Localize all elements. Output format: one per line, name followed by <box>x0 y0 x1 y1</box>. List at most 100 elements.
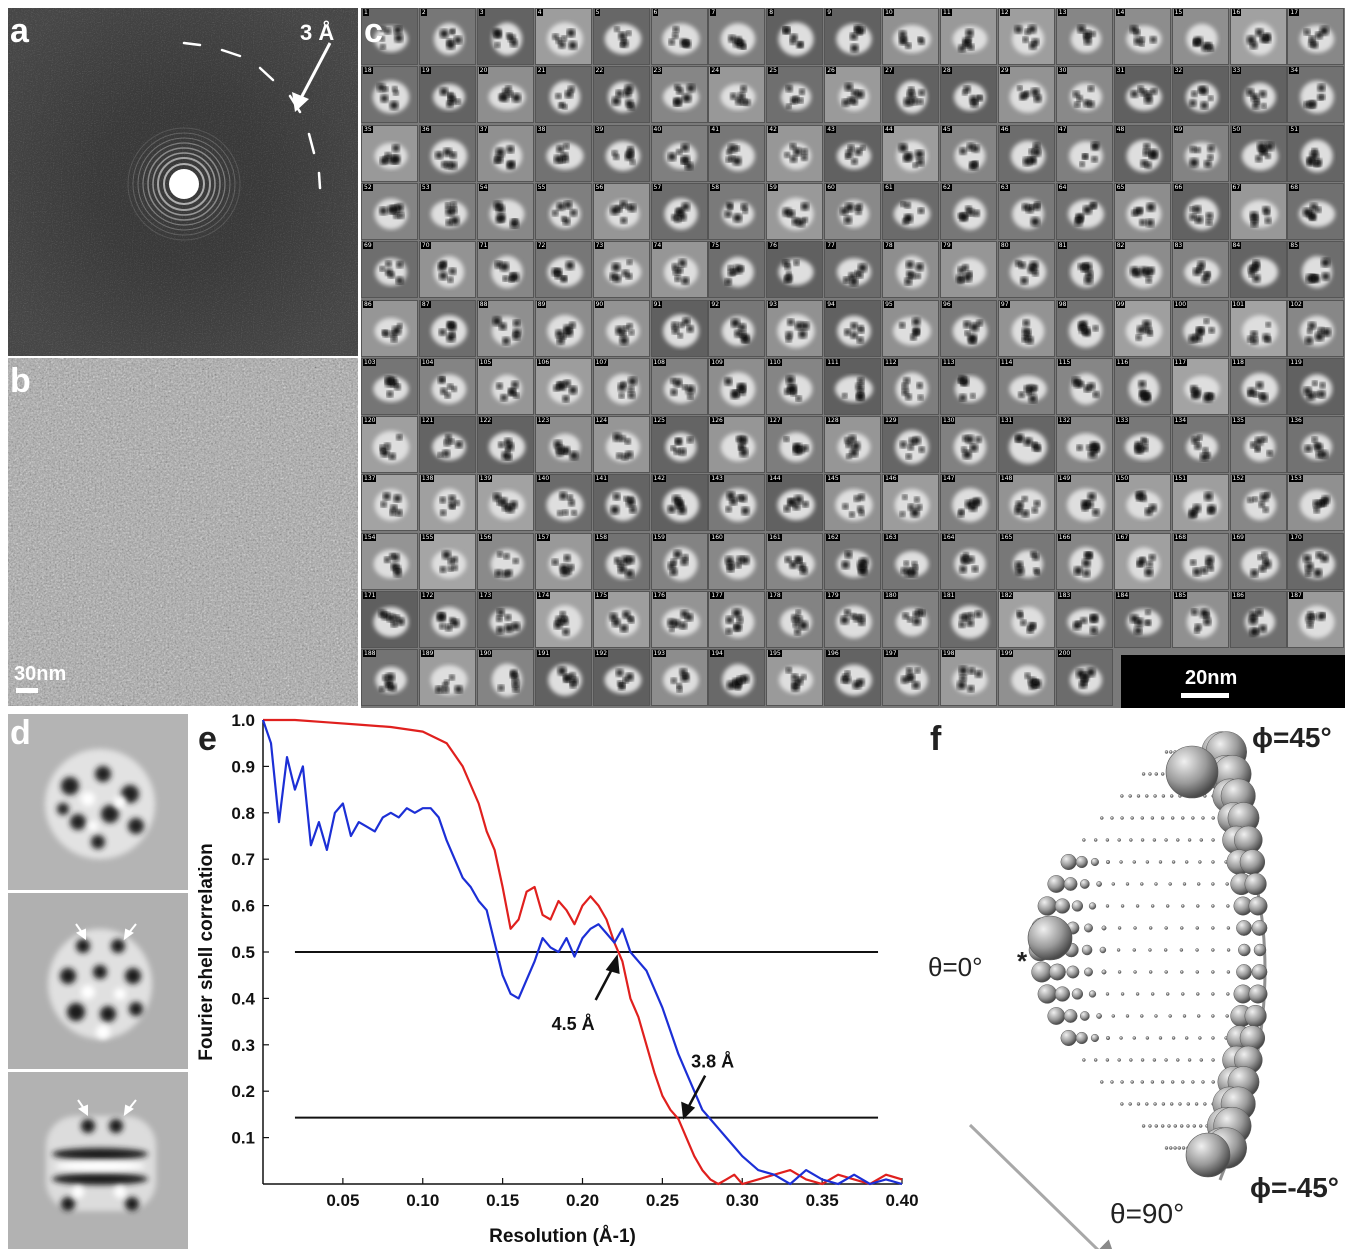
class-average: 44 <box>882 124 940 182</box>
orientation-sphere <box>1120 1080 1124 1084</box>
class-average: 147 <box>940 474 997 532</box>
class-number: 65 <box>1115 183 1126 191</box>
orientation-sphere <box>1187 1058 1192 1062</box>
class-number: 141 <box>594 475 609 483</box>
class-number: 158 <box>594 533 609 541</box>
orientation-sphere <box>1153 794 1157 798</box>
class-number: 55 <box>536 183 547 191</box>
orientation-sphere <box>1154 882 1158 886</box>
class-average: 65 <box>1113 182 1171 240</box>
class-number: 154 <box>363 533 377 541</box>
class-number: 114 <box>999 358 1014 366</box>
class-average: 39 <box>592 124 650 182</box>
class-number: 199 <box>999 650 1014 658</box>
orientation-sphere <box>1047 875 1066 893</box>
orientation-sphere <box>1170 1080 1175 1084</box>
class-number: 12 <box>999 9 1010 16</box>
orientation-sphere <box>1236 920 1252 936</box>
class-number: 51 <box>1289 125 1300 133</box>
orientation-sphere <box>1248 984 1268 1004</box>
class-number: 150 <box>1115 475 1130 483</box>
scalebar-box: 20nm <box>1121 655 1345 708</box>
class-average: 97 <box>997 299 1055 357</box>
class-number: 45 <box>942 125 952 133</box>
class-number: 138 <box>420 475 435 483</box>
class-number: 144 <box>768 475 782 483</box>
class-average: 135 <box>1229 416 1287 474</box>
orientation-sphere <box>1165 992 1170 996</box>
orientation-sphere <box>1047 1007 1066 1025</box>
class-number: 128 <box>826 417 840 425</box>
x-tick-label: 0.20 <box>566 1191 599 1210</box>
class-average: 33 <box>1229 66 1287 124</box>
y-tick-label: 0.6 <box>231 897 255 916</box>
class-number: 134 <box>1173 417 1188 425</box>
annotation-arrowhead <box>605 954 620 974</box>
y-tick-label: 0.5 <box>231 943 255 962</box>
ring-resolution-label: 3 Å <box>300 20 335 45</box>
class-number: 143 <box>710 475 724 483</box>
orientation-sphere <box>1116 948 1121 952</box>
orientation-sphere <box>1084 923 1093 933</box>
class-average: 4 <box>534 8 592 65</box>
orientation-sphere <box>1037 984 1057 1004</box>
orientation-sphere <box>1117 926 1122 930</box>
class-number: 133 <box>1115 417 1130 425</box>
class-average: 163 <box>882 532 940 590</box>
class-average: 60 <box>824 182 882 240</box>
class-number: 20 <box>478 67 489 75</box>
orientation-sphere <box>1060 853 1077 871</box>
orientation-sphere <box>1031 961 1053 983</box>
class-average: 164 <box>940 532 997 590</box>
plot-axes: 0.05 0.10 0.15 0.20 0.25 0.30 0.35 0.40 0.1 0.2 0.… <box>196 711 919 1247</box>
class-number: 29 <box>999 67 1010 75</box>
orientation-sphere <box>1128 794 1132 798</box>
orientation-sphere <box>1132 1036 1137 1040</box>
class-average: 112 <box>882 357 940 415</box>
orientation-sphere <box>1191 1080 1195 1084</box>
class-number: 175 <box>594 592 609 599</box>
y-axis-label: Fourier shell correlation <box>196 843 217 1061</box>
orientation-sphere <box>1192 1124 1197 1128</box>
class-average: 191 <box>534 649 592 707</box>
class-average: 145 <box>824 474 882 532</box>
class-average: 2 <box>418 8 476 65</box>
class-number: 56 <box>594 183 605 191</box>
orientation-sphere <box>1199 1058 1204 1062</box>
orientation-sphere <box>1145 860 1150 864</box>
orientation-sphere <box>1117 838 1121 842</box>
class-average: 29 <box>997 66 1055 124</box>
class-number: 104 <box>420 358 435 366</box>
class-average: 23 <box>650 66 708 124</box>
class-average: 151 <box>1171 474 1229 532</box>
panel-letter-d: d <box>10 714 31 752</box>
class-average: 138 <box>418 474 476 532</box>
class-number: 38 <box>536 125 547 133</box>
class-average: 105 <box>476 357 534 415</box>
orientation-sphere <box>1171 1036 1176 1040</box>
orientation-sphere <box>1177 1146 1182 1150</box>
class-number: 165 <box>999 533 1014 541</box>
class-average: 177 <box>708 591 766 648</box>
orientation-sphere <box>1066 965 1080 979</box>
class-number: 145 <box>826 475 840 483</box>
orientation-sphere <box>1093 1058 1098 1062</box>
phi-bottom-label: ϕ=-45° <box>1250 1172 1340 1203</box>
class-number: 189 <box>420 650 435 658</box>
class-average: 175 <box>592 591 650 648</box>
class-average: 167 <box>1113 532 1171 590</box>
class-number: 14 <box>1115 9 1126 16</box>
orientation-sphere <box>1082 838 1086 842</box>
phi-top-label: ϕ=45° <box>1252 722 1332 753</box>
class-average: 46 <box>997 124 1055 182</box>
panel-c-class-averages: 1 2 3 4 5 6 7 8 9 10 11 12 13 14 15 16 17 18 19 20 21 22 23 24 2… <box>361 8 1345 708</box>
scalebar-20nm <box>1181 693 1229 698</box>
orientation-sphere <box>1071 988 1084 1000</box>
class-number: 161 <box>768 533 782 541</box>
class-average: 63 <box>997 182 1055 240</box>
class-average: 71 <box>476 241 534 299</box>
orientation-sphere <box>1117 1058 1121 1062</box>
orientation-sphere-large <box>1185 1132 1231 1178</box>
orientation-sphere <box>1184 1036 1189 1040</box>
class-number: 132 <box>1057 417 1072 425</box>
